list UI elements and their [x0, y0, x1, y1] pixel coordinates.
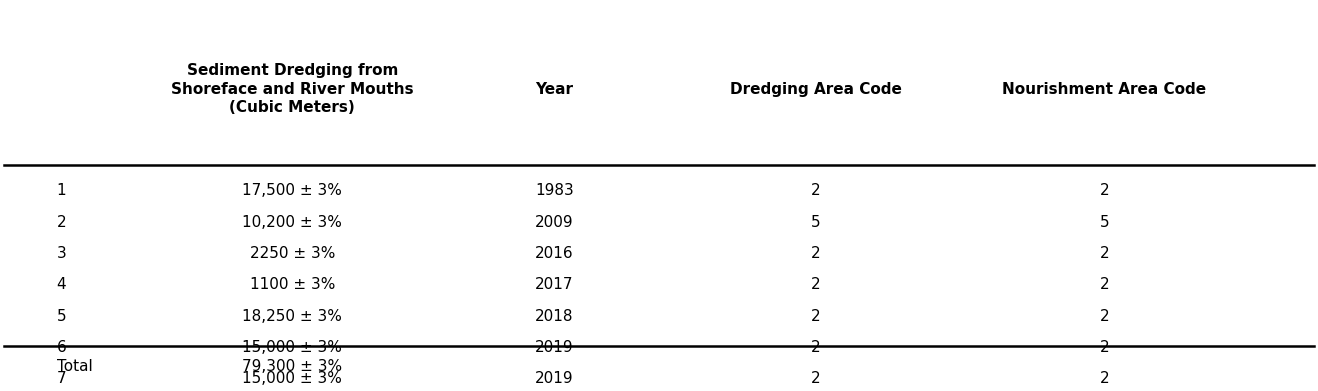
Text: 2016: 2016	[535, 246, 573, 261]
Text: 2: 2	[812, 277, 821, 292]
Text: Total: Total	[57, 359, 92, 374]
Text: Dredging Area Code: Dredging Area Code	[730, 82, 902, 97]
Text: 79,300 ± 3%: 79,300 ± 3%	[243, 359, 343, 374]
Text: 2: 2	[1099, 246, 1110, 261]
Text: 15,000 ± 3%: 15,000 ± 3%	[243, 340, 343, 355]
Text: 1100 ± 3%: 1100 ± 3%	[249, 277, 335, 292]
Text: 18,250 ± 3%: 18,250 ± 3%	[243, 308, 343, 324]
Text: 2: 2	[57, 215, 66, 230]
Text: 2: 2	[812, 308, 821, 324]
Text: 5: 5	[1099, 215, 1110, 230]
Text: 2017: 2017	[535, 277, 573, 292]
Text: 7: 7	[57, 371, 66, 386]
Text: Year: Year	[535, 82, 573, 97]
Text: 2: 2	[812, 183, 821, 198]
Text: 2: 2	[1099, 340, 1110, 355]
Text: 6: 6	[57, 340, 66, 355]
Text: 17,500 ± 3%: 17,500 ± 3%	[243, 183, 343, 198]
Text: 1983: 1983	[535, 183, 573, 198]
Text: 4: 4	[57, 277, 66, 292]
Text: 2009: 2009	[535, 215, 573, 230]
Text: 2: 2	[1099, 308, 1110, 324]
Text: 2: 2	[1099, 371, 1110, 386]
Text: 15,000 ± 3%: 15,000 ± 3%	[243, 371, 343, 386]
Text: Sediment Dredging from
Shoreface and River Mouths
(Cubic Meters): Sediment Dredging from Shoreface and Riv…	[171, 63, 414, 115]
Text: 10,200 ± 3%: 10,200 ± 3%	[243, 215, 343, 230]
Text: 2018: 2018	[535, 308, 573, 324]
Text: 5: 5	[812, 215, 821, 230]
Text: 5: 5	[57, 308, 66, 324]
Text: 2: 2	[812, 371, 821, 386]
Text: 1: 1	[57, 183, 66, 198]
Text: 2: 2	[812, 340, 821, 355]
Text: Nourishment Area Code: Nourishment Area Code	[1002, 82, 1206, 97]
Text: 2: 2	[1099, 277, 1110, 292]
Text: 3: 3	[57, 246, 66, 261]
Text: 2250 ± 3%: 2250 ± 3%	[249, 246, 335, 261]
Text: 2: 2	[812, 246, 821, 261]
Text: 2019: 2019	[535, 340, 573, 355]
Text: 2: 2	[1099, 183, 1110, 198]
Text: 2019: 2019	[535, 371, 573, 386]
